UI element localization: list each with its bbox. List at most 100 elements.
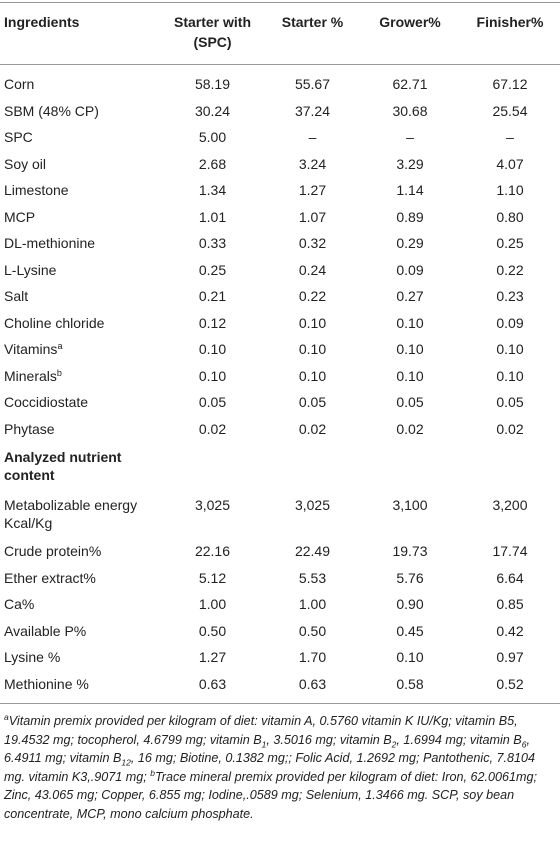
cell: 0.22 — [496, 261, 524, 278]
row-label: Crude protein% — [4, 543, 102, 560]
column-header: Ingredients — [4, 14, 80, 30]
cell: 5.00 — [198, 129, 227, 146]
cell: 5.76 — [396, 569, 424, 586]
empty-cell — [360, 442, 460, 488]
cell: 0.25 — [198, 261, 227, 278]
column-header: Starter with (SPC) — [173, 14, 251, 50]
table-row: SBM (48% CP) 30.24 37.24 30.68 25.54 — [0, 98, 560, 125]
cell: 0.63 — [298, 675, 327, 692]
row-label: Vitaminsa — [4, 341, 63, 358]
row-label: MCP — [4, 208, 36, 225]
table-row: Available P% 0.50 0.50 0.45 0.42 — [0, 618, 560, 645]
table-header: Ingredients Starter with (SPC) Starter % Gr… — [0, 2, 560, 65]
footnote-mark: a — [57, 341, 63, 352]
table-row: Ether extract% 5.12 5.53 5.76 6.64 — [0, 565, 560, 592]
cell: – — [506, 129, 514, 146]
cell: 1.14 — [396, 182, 424, 199]
table-row: Phytase 0.02 0.02 0.02 0.02 — [0, 416, 560, 443]
cell: 17.74 — [492, 543, 528, 560]
footnote-text: Vitamin premix provided per kilogram of … — [4, 714, 518, 747]
cell: 0.10 — [298, 314, 327, 331]
cell: 0.02 — [496, 420, 524, 437]
cell: 2.68 — [198, 155, 227, 172]
table-row: Vitaminsa 0.10 0.10 0.10 0.10 — [0, 336, 560, 363]
table-row: Mineralsb 0.10 0.10 0.10 0.10 — [0, 363, 560, 390]
cell: 30.68 — [392, 102, 428, 119]
cell: 1.01 — [198, 208, 227, 225]
cell: 0.10 — [198, 341, 227, 358]
table-row: DL-methionine 0.33 0.32 0.29 0.25 — [0, 230, 560, 257]
cell: 22.16 — [194, 543, 231, 560]
cell: 0.02 — [198, 420, 227, 437]
row-label: Lysine % — [4, 649, 61, 666]
table-body: Corn 58.19 55.67 62.71 67.12 SBM (48% CP) 30.2… — [0, 65, 560, 704]
cell: 0.10 — [198, 367, 227, 384]
cell: 3.24 — [298, 155, 327, 172]
cell: 58.19 — [194, 76, 231, 93]
table-row: Corn 58.19 55.67 62.71 67.12 — [0, 65, 560, 98]
table-row: Ca% 1.00 1.00 0.90 0.85 — [0, 591, 560, 618]
cell: 0.05 — [396, 394, 424, 411]
row-label: SPC — [4, 129, 33, 146]
row-label: Ca% — [4, 596, 35, 613]
cell: 0.02 — [298, 420, 327, 437]
row-label: Mineralsb — [4, 367, 62, 384]
row-label: Phytase — [4, 420, 55, 437]
cell: 0.80 — [496, 208, 524, 225]
row-label: Ether extract% — [4, 569, 96, 586]
table-row: Metabolizable energy Kcal/Kg 3,025 3,025 3,… — [0, 488, 560, 538]
row-label: DL-methionine — [4, 235, 96, 252]
cell: 0.58 — [396, 675, 424, 692]
cell: 0.33 — [198, 235, 227, 252]
row-label: Coccidiostate — [4, 394, 89, 411]
cell: 0.10 — [396, 649, 424, 666]
row-label: Metabolizable energy Kcal/Kg — [4, 497, 138, 531]
cell: 3,100 — [392, 497, 428, 513]
cell: 0.10 — [496, 367, 524, 384]
cell: 22.49 — [294, 543, 331, 560]
cell: 1.00 — [298, 596, 327, 613]
cell: 0.10 — [396, 314, 424, 331]
empty-cell — [265, 442, 360, 488]
row-label: Choline chloride — [4, 314, 105, 331]
column-header: Starter % — [281, 14, 344, 30]
table-row: Lysine % 1.27 1.70 0.10 0.97 — [0, 644, 560, 671]
cell: 1.34 — [198, 182, 227, 199]
cell: 1.07 — [298, 208, 327, 225]
footnote-text: , 6.4911 mg; vitamin B — [4, 732, 530, 766]
cell: 25.54 — [492, 102, 528, 119]
table-row: Methionine % 0.63 0.63 0.58 0.52 — [0, 671, 560, 704]
table-row: MCP 1.01 1.07 0.89 0.80 — [0, 204, 560, 231]
empty-cell — [460, 442, 560, 488]
row-label: Available P% — [4, 622, 87, 639]
header-row: Ingredients Starter with (SPC) Starter % Gr… — [0, 2, 560, 65]
cell: 3,025 — [194, 497, 231, 513]
subscript: 12 — [121, 757, 131, 768]
row-label: L-Lysine — [4, 261, 57, 278]
cell: 0.05 — [198, 394, 227, 411]
subscript: 6 — [521, 739, 527, 750]
column-header: Grower% — [379, 14, 441, 30]
footnote-text: , 1.6994 mg; vitamin B — [396, 732, 522, 747]
footnote-mark: a — [4, 711, 9, 722]
cell: 67.12 — [492, 76, 528, 93]
cell: 1.27 — [198, 649, 227, 666]
row-label: Methionine % — [4, 675, 89, 692]
footnote-text: Trace mineral premix provided per kilogr… — [4, 769, 537, 821]
cell: 0.23 — [496, 288, 524, 305]
cell: 0.22 — [298, 288, 327, 305]
table-row: L-Lysine 0.25 0.24 0.09 0.22 — [0, 257, 560, 284]
cell: 0.10 — [396, 367, 424, 384]
cell: 0.10 — [396, 341, 424, 358]
cell: 0.32 — [298, 235, 327, 252]
cell: 1.10 — [496, 182, 524, 199]
cell: 0.09 — [496, 314, 524, 331]
column-header: Finisher% — [476, 14, 544, 30]
row-label: Soy oil — [4, 155, 47, 172]
cell: 1.27 — [298, 182, 327, 199]
row-label: Limestone — [4, 182, 69, 199]
table-row: Limestone 1.34 1.27 1.14 1.10 — [0, 177, 560, 204]
cell: 0.29 — [396, 235, 424, 252]
table-row: Coccidiostate 0.05 0.05 0.05 0.05 — [0, 389, 560, 416]
cell: 0.50 — [298, 622, 327, 639]
